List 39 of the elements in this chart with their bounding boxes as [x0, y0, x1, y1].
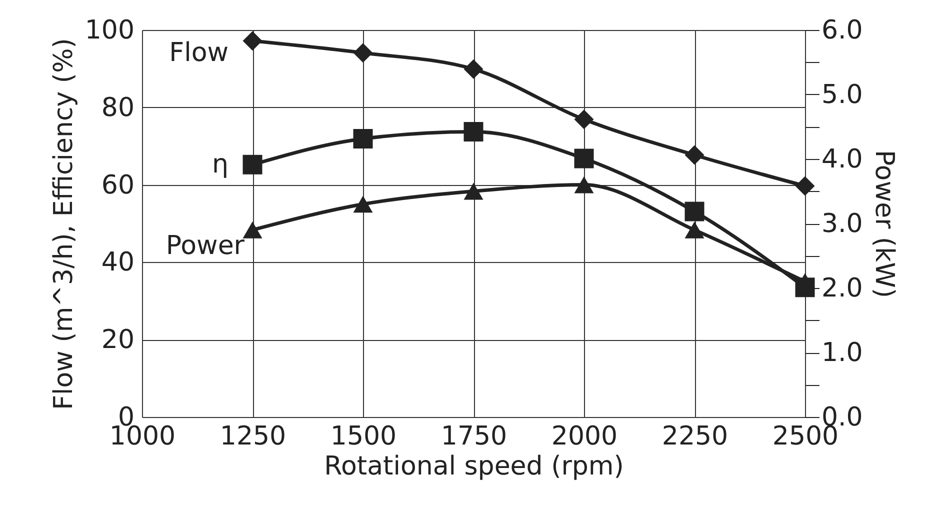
point: [353, 129, 373, 148]
y-axis-title: Flow (m^3/h), Efficiency (%): [48, 38, 79, 410]
point: [464, 182, 484, 200]
y2-tick-label: 5.0: [822, 80, 863, 110]
y2-tick-label: 6.0: [822, 16, 863, 46]
series-label: Flow: [169, 38, 228, 68]
y2-axis-title: Power (kW): [868, 150, 899, 298]
series-label: Power: [166, 230, 245, 261]
point: [574, 110, 594, 130]
point: [795, 176, 815, 196]
point: [242, 222, 262, 238]
x-tick-label: 1250: [220, 422, 286, 452]
point: [795, 273, 815, 290]
point: [684, 202, 704, 222]
point: [684, 145, 704, 165]
y2-tick-label: 3.0: [822, 209, 863, 239]
x-tick-label: 1750: [440, 422, 508, 452]
series-label: η: [212, 150, 228, 180]
y-tick-label: 100: [84, 16, 134, 46]
x-tick-label: 2250: [662, 422, 728, 452]
point: [242, 31, 262, 51]
point: [684, 222, 704, 238]
y2-tick-label: 4.0: [822, 144, 863, 174]
y-tick-label: 80: [101, 92, 134, 123]
x-tick-label: 2000: [551, 422, 618, 452]
x-axis-title: Rotational speed (rpm): [324, 452, 624, 482]
point: [574, 148, 594, 168]
y-tick-label: 20: [101, 325, 134, 356]
y2-tick-label: 2.0: [822, 274, 863, 304]
point: [574, 176, 594, 194]
y-tick-label: 60: [101, 170, 134, 200]
y2-tick-label: 1.0: [822, 338, 863, 368]
point: [464, 122, 484, 142]
point: [353, 43, 373, 63]
point: [242, 154, 262, 174]
y-tick-label: 40: [101, 248, 134, 278]
x-tick-label: 1500: [330, 422, 397, 452]
point: [464, 59, 484, 79]
point: [353, 196, 373, 213]
